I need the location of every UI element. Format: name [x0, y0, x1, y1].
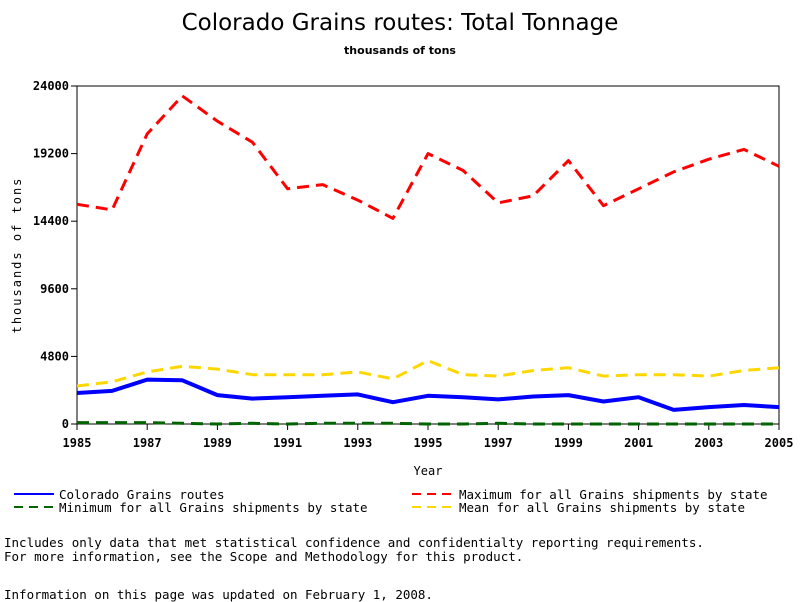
y-tick-label: 19200 — [33, 147, 69, 161]
legend: Colorado Grains routes Maximum for all Gr… — [14, 487, 768, 515]
y-tick-label: 24000 — [33, 79, 69, 93]
chart-subtitle: thousands of tons — [344, 44, 456, 57]
x-tick-label: 1987 — [133, 436, 162, 450]
x-tick-label: 2005 — [765, 436, 794, 450]
legend-label-1: Maximum for all Grains shipments by stat… — [459, 487, 768, 502]
x-tick-label: 1997 — [484, 436, 513, 450]
x-tick-label: 1985 — [63, 436, 92, 450]
x-tick-label: 2001 — [624, 436, 653, 450]
series-line-0 — [76, 377, 780, 412]
x-tick-label: 1989 — [203, 436, 232, 450]
x-tick-label: 1995 — [414, 436, 443, 450]
y-tick-label: 9600 — [40, 282, 69, 296]
x-tick-label: 1991 — [273, 436, 302, 450]
y-tick-label: 14400 — [33, 214, 69, 228]
series-line-2 — [77, 421, 779, 426]
chart-title: Colorado Grains routes: Total Tonnage — [182, 10, 619, 36]
x-tick-label: 1999 — [554, 436, 583, 450]
legend-label-3: Mean for all Grains shipments by state — [459, 500, 745, 515]
note-confidence: Includes only data that met statistical … — [4, 535, 704, 550]
y-tick-label: 4800 — [40, 349, 69, 363]
x-tick-label: 1993 — [343, 436, 372, 450]
series-line-1 — [76, 94, 780, 220]
x-tick-label: 2003 — [694, 436, 723, 450]
note-updated: Information on this page was updated on … — [4, 587, 433, 602]
note-methodology: For more information, see the Scope and … — [4, 549, 524, 564]
series-line-3 — [76, 359, 780, 388]
x-axis-label: Year — [414, 464, 443, 478]
y-axis: 0 4800 9600 14400 19200 24000 — [33, 79, 77, 431]
legend-label-0: Colorado Grains routes — [59, 487, 225, 502]
series-group — [76, 94, 780, 426]
y-axis-label: thousands of tons — [10, 177, 24, 334]
legend-label-2: Minimum for all Grains shipments by stat… — [59, 500, 368, 515]
x-axis: 1985 1987 1989 1991 1993 1995 1997 1999 2001 2003… — [63, 424, 794, 450]
y-tick-label: 0 — [62, 417, 69, 431]
